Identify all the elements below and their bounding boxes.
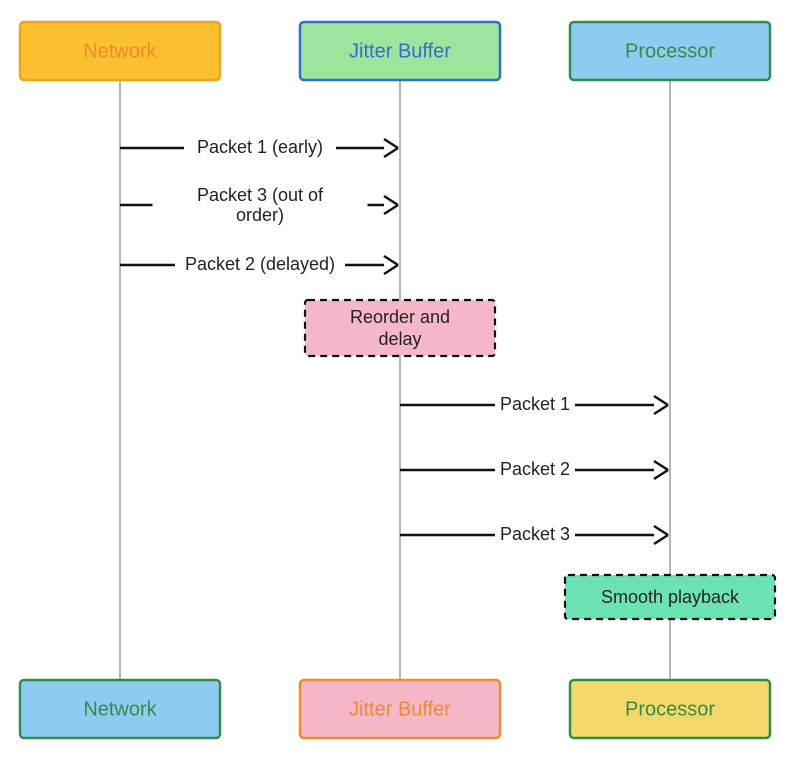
participant-label: Jitter Buffer (349, 40, 451, 62)
participant-jitter: Jitter Buffer (300, 680, 500, 738)
participant-processor: Processor (570, 680, 770, 738)
message-arrow: Packet 3 (out oforder) (120, 185, 398, 225)
participant-label: Jitter Buffer (349, 698, 451, 720)
participant-label: Processor (625, 698, 715, 720)
participant-label: Network (83, 698, 157, 720)
message-label: Packet 2 (500, 459, 570, 479)
message-label: order) (236, 205, 284, 225)
message-arrow: Packet 2 (delayed) (120, 254, 398, 274)
note: Smooth playback (565, 575, 775, 619)
note: Reorder anddelay (305, 300, 495, 356)
message-arrow: Packet 3 (400, 524, 668, 544)
participant-processor: Processor (570, 22, 770, 80)
participant-network: Network (20, 22, 220, 80)
message-arrow: Packet 1 (400, 394, 668, 414)
message-label: Packet 1 (early) (197, 137, 323, 157)
note-label: delay (378, 329, 421, 349)
message-arrow: Packet 2 (400, 459, 668, 479)
participant-network: Network (20, 680, 220, 738)
message-label: Packet 3 (out of (197, 185, 324, 205)
message-arrow: Packet 1 (early) (120, 137, 398, 157)
participant-label: Network (83, 40, 157, 62)
note-label: Smooth playback (601, 587, 740, 607)
message-label: Packet 3 (500, 524, 570, 544)
message-label: Packet 1 (500, 394, 570, 414)
note-label: Reorder and (350, 307, 450, 327)
participant-jitter: Jitter Buffer (300, 22, 500, 80)
participant-label: Processor (625, 40, 715, 62)
message-label: Packet 2 (delayed) (185, 254, 335, 274)
sequence-diagram: Packet 1 (early)Packet 3 (out oforder)Pa… (0, 0, 800, 760)
